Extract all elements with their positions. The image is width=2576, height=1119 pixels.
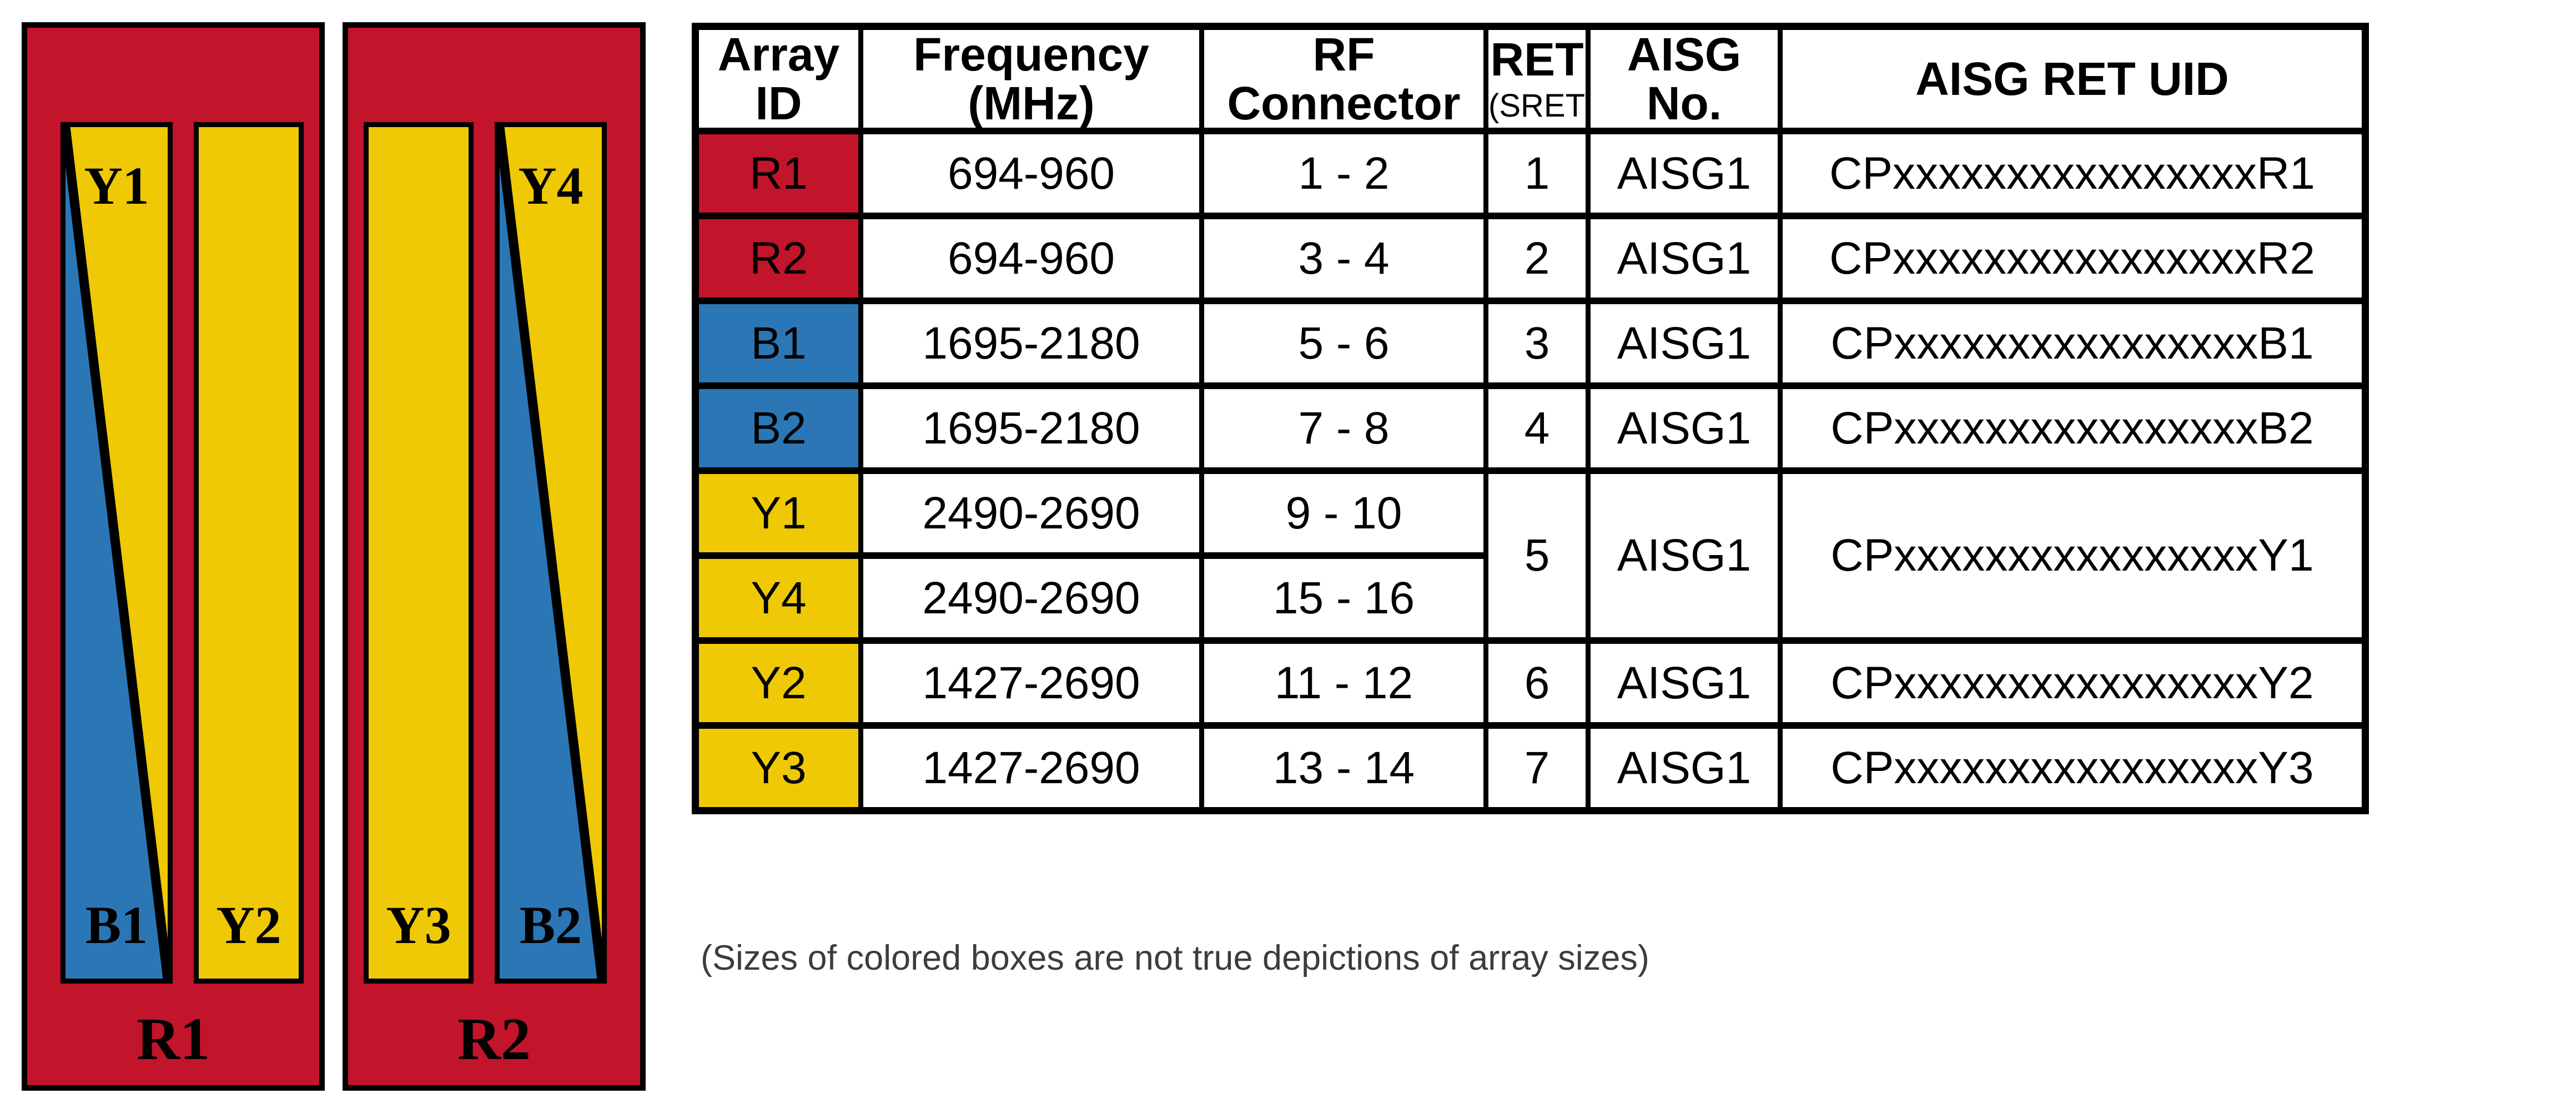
diagonal-divider-line: [500, 127, 602, 979]
diagonal-divider-line: [66, 127, 168, 979]
array-column-y1-b1: Y1 B1: [61, 122, 173, 984]
table-row-r2: R2 694-960 3 - 4 2 AISG1 CPxxxxxxxxxxxxx…: [693, 213, 2368, 305]
diagonal-split-graphic: [500, 127, 602, 979]
array-id-cell: Y3: [693, 722, 863, 814]
col-header-ret: RET (SRET): [1483, 23, 1591, 135]
array-id-cell: R1: [693, 128, 863, 220]
rf-connector-cell: 9 - 10: [1199, 467, 1488, 560]
aisg-ret-uid-cell: CPxxxxxxxxxxxxxxxxB2: [1778, 382, 2368, 475]
ret-cell: 4: [1483, 382, 1591, 475]
frequency-cell: 694-960: [858, 213, 1204, 305]
aisg-ret-uid-cell: CPxxxxxxxxxxxxxxxxR1: [1778, 128, 2368, 220]
col-header-array-id: Array ID: [693, 23, 863, 135]
aisg-no-cell-merged: AISG1: [1586, 467, 1783, 644]
ret-cell: 7: [1483, 722, 1591, 814]
array-spec-table: Array ID Frequency (MHz) RF Connector RE…: [692, 23, 2369, 814]
antenna-face-r2: Y3 Y4 B2 R2: [343, 22, 646, 1091]
aisg-no-cell: AISG1: [1586, 722, 1783, 814]
frequency-cell: 1695-2180: [858, 382, 1204, 475]
face-label-r1: R1: [137, 1006, 210, 1072]
col-header-aisg-ret-uid: AISG RET UID: [1778, 23, 2368, 135]
array-id-cell: B2: [693, 382, 863, 475]
array-id-cell: Y1: [693, 467, 863, 560]
array-label-b2: B2: [519, 895, 582, 955]
array-column-y3: Y3: [364, 122, 474, 984]
table-row-y2: Y2 1427-2690 11 - 12 6 AISG1 CPxxxxxxxxx…: [693, 637, 2368, 729]
antenna-face-r1: Y1 B1 Y2 R1: [22, 22, 325, 1091]
frequency-cell: 2490-2690: [858, 467, 1204, 560]
col-header-aisg-no: AISG No.: [1586, 23, 1783, 135]
array-id-cell: B1: [693, 298, 863, 390]
col-header-rf-connector: RF Connector: [1199, 23, 1488, 135]
aisg-no-cell: AISG1: [1586, 128, 1783, 220]
table-row-b1: B1 1695-2180 5 - 6 3 AISG1 CPxxxxxxxxxxx…: [693, 298, 2368, 390]
array-id-cell: R2: [693, 213, 863, 305]
ret-header-main: RET: [1490, 33, 1584, 85]
header-row: Array ID Frequency (MHz) RF Connector RE…: [693, 23, 2368, 135]
frequency-cell: 694-960: [858, 128, 1204, 220]
aisg-ret-uid-cell: CPxxxxxxxxxxxxxxxxR2: [1778, 213, 2368, 305]
frequency-cell: 1427-2690: [858, 722, 1204, 814]
array-label-b1: B1: [85, 895, 148, 955]
array-label-y3: Y3: [386, 895, 451, 955]
aisg-no-cell: AISG1: [1586, 298, 1783, 390]
frequency-cell: 1695-2180: [858, 298, 1204, 390]
frequency-cell: 1427-2690: [858, 637, 1204, 729]
ret-cell: 1: [1483, 128, 1591, 220]
table-header: Array ID Frequency (MHz) RF Connector RE…: [693, 23, 2368, 135]
rf-connector-cell: 15 - 16: [1199, 552, 1488, 644]
array-id-cell: Y2: [693, 637, 863, 729]
aisg-ret-uid-cell-merged: CPxxxxxxxxxxxxxxxxY1: [1778, 467, 2368, 644]
table-row-r1: R1 694-960 1 - 2 1 AISG1 CPxxxxxxxxxxxxx…: [693, 128, 2368, 220]
aisg-no-cell: AISG1: [1586, 213, 1783, 305]
ret-cell: 3: [1483, 298, 1591, 390]
ret-cell: 6: [1483, 637, 1591, 729]
aisg-ret-uid-cell: CPxxxxxxxxxxxxxxxxY3: [1778, 722, 2368, 814]
ret-cell-merged: 5: [1483, 467, 1591, 644]
size-disclaimer-note: (Sizes of colored boxes are not true dep…: [701, 939, 1649, 977]
aisg-no-cell: AISG1: [1586, 637, 1783, 729]
rf-connector-cell: 5 - 6: [1199, 298, 1488, 390]
rf-connector-cell: 7 - 8: [1199, 382, 1488, 475]
array-column-y4-b2: Y4 B2: [495, 122, 607, 984]
array-label-y2: Y2: [216, 895, 281, 955]
table-row-y1: Y1 2490-2690 9 - 10 5 AISG1 CPxxxxxxxxxx…: [693, 467, 2368, 644]
table-body: R1 694-960 1 - 2 1 AISG1 CPxxxxxxxxxxxxx…: [693, 128, 2368, 814]
array-id-cell: Y4: [693, 552, 863, 644]
table-row-y3: Y3 1427-2690 13 - 14 7 AISG1 CPxxxxxxxxx…: [693, 722, 2368, 814]
array-label-y1: Y1: [84, 156, 149, 215]
aisg-ret-uid-cell: CPxxxxxxxxxxxxxxxxY2: [1778, 637, 2368, 729]
rf-connector-cell: 11 - 12: [1199, 637, 1488, 729]
diagonal-split-graphic: [66, 127, 168, 979]
table-row-b2: B2 1695-2180 7 - 8 4 AISG1 CPxxxxxxxxxxx…: [693, 382, 2368, 475]
aisg-ret-uid-cell: CPxxxxxxxxxxxxxxxxB1: [1778, 298, 2368, 390]
ret-header-sub: (SRET): [1488, 87, 1588, 124]
table-row-y4: Y4 2490-2690 15 - 16: [693, 552, 2366, 644]
col-header-frequency: Frequency (MHz): [858, 23, 1204, 135]
array-column-y2: Y2: [194, 122, 304, 984]
rf-connector-cell: 13 - 14: [1199, 722, 1488, 814]
ret-cell: 2: [1483, 213, 1591, 305]
face-label-r2: R2: [457, 1006, 531, 1072]
aisg-no-cell: AISG1: [1586, 382, 1783, 475]
array-label-y4: Y4: [518, 156, 583, 215]
rf-connector-cell: 3 - 4: [1199, 213, 1488, 305]
rf-connector-cell: 1 - 2: [1199, 128, 1488, 220]
frequency-cell: 2490-2690: [858, 552, 1204, 644]
